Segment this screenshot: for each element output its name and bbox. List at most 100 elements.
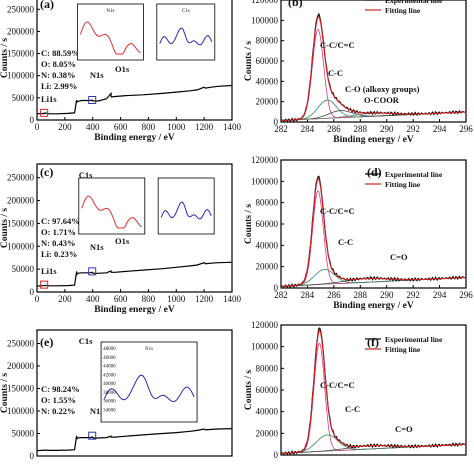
peak-label: Li1s	[41, 266, 57, 276]
x-tick-label: 800	[142, 294, 156, 304]
panel-letter: (b)	[288, 0, 303, 9]
inset-spectrum-line	[160, 201, 212, 220]
experimental-line	[280, 12, 467, 123]
inset-title: N1s	[145, 347, 153, 352]
inset-plot	[78, 177, 146, 235]
composition-text: Li: 2.99%	[41, 81, 77, 91]
x-tick-label: 200	[58, 122, 72, 132]
peak-annotation: C-C	[338, 237, 353, 247]
legend-entry: Experimental line	[385, 170, 443, 179]
y-tick-label: 0	[30, 115, 35, 125]
inset-frame	[78, 177, 146, 235]
y-tick-label: 150000	[7, 49, 35, 59]
n1s-marker	[88, 96, 97, 105]
x-tick-label: 400	[86, 294, 100, 304]
inset-plot: C1s	[156, 3, 216, 61]
fitting-line	[280, 16, 467, 122]
x-axis-label: Binding energy / eV	[333, 301, 414, 311]
x-tick-label: 288	[354, 290, 368, 300]
y-tick-label: 50000	[12, 429, 35, 439]
x-tick-label: 1400	[223, 294, 242, 304]
inset-spectrum-line	[79, 21, 141, 55]
y-tick-label: 250000	[7, 4, 35, 14]
y-tick-label: 100000	[251, 176, 279, 186]
y-tick-label: 0	[30, 451, 35, 461]
y-tick-label: 200000	[7, 196, 35, 206]
inset-y-tick-label: 44000	[103, 365, 116, 370]
experimental-line	[280, 175, 467, 289]
y-tick-label: 0	[274, 283, 279, 293]
survey-spectrum-line	[36, 84, 233, 115]
peak-label: O1s	[115, 236, 130, 246]
y-axis-label: Counts / s	[244, 370, 254, 410]
y-tick-label: 40000	[256, 240, 279, 250]
panel-letter: (f)	[367, 335, 379, 349]
y-tick-label: 120000	[251, 155, 279, 165]
inset-plot	[157, 177, 215, 235]
x-tick-label: 800	[142, 122, 156, 132]
plot-frame	[36, 329, 233, 457]
y-tick-label: 150000	[7, 384, 35, 394]
legend-entry: Experimental line	[385, 0, 443, 5]
x-tick-label: 290	[380, 290, 394, 300]
panel-e: 0 50000 100000 150000 200000 250000 Counts / s…	[0, 329, 233, 461]
fitting-line	[280, 329, 466, 454]
inset-title: C1s	[182, 9, 190, 14]
y-tick-label: 50000	[12, 264, 35, 274]
peak-annotation: C=O	[395, 424, 413, 434]
peak-annotation: C=O	[390, 252, 408, 262]
inset-plot: N1s	[76, 3, 144, 61]
x-tick-label: 600	[114, 122, 128, 132]
n1s-marker	[88, 431, 97, 440]
inset-spectrum-line	[103, 374, 195, 403]
composition-text: N: 0.38%	[41, 70, 75, 80]
y-tick-label: 100000	[7, 241, 35, 251]
y-tick-label: 150000	[7, 218, 35, 228]
y-axis-label: Counts / s	[0, 38, 10, 78]
composition-text: O: 8.05%	[41, 59, 76, 69]
y-tick-label: 250000	[7, 173, 35, 183]
y-tick-label: 250000	[7, 339, 35, 349]
inset-spectrum-line	[81, 195, 143, 229]
x-tick-label: 294	[433, 124, 447, 134]
x-tick-label: 288	[354, 124, 368, 134]
y-tick-label: 100000	[251, 342, 279, 352]
panel-a: 0 50000 100000 150000 200000 250000 0 200 400 600…	[0, 0, 242, 143]
panel-f: 0 20000 40000 60000 80000 100000 120000 Counts …	[244, 320, 467, 460]
inset-frame	[157, 177, 215, 235]
x-tick-label: 290	[380, 124, 394, 134]
panel-letter: (e)	[40, 335, 53, 349]
x-tick-label: 600	[114, 294, 128, 304]
inset-y-tick-label: 34000	[103, 408, 116, 413]
peak-label: O1s	[115, 64, 130, 74]
inset-y-tick-label: 48000	[103, 347, 116, 352]
n1s-marker	[88, 267, 97, 276]
y-tick-label: 40000	[256, 407, 279, 417]
x-tick-label: 282	[274, 290, 288, 300]
x-tick-label: 292	[406, 290, 420, 300]
x-tick-label: 284	[301, 290, 315, 300]
x-tick-label: 1200	[195, 294, 214, 304]
inset-spectrum-line	[159, 27, 213, 46]
y-tick-label: 0	[30, 287, 35, 297]
y-axis-label: Counts / s	[0, 208, 10, 248]
y-tick-label: 0	[274, 117, 279, 127]
y-tick-label: 200000	[7, 361, 35, 371]
y-axis-label: Counts / s	[244, 41, 254, 81]
legend-entry: Experimental line	[385, 335, 443, 344]
inset-y-tick-label: 38000	[103, 391, 116, 396]
y-tick-label: 200000	[7, 26, 35, 36]
inset-y-tick-label: 36000	[103, 400, 116, 405]
peak-label: C1s	[79, 336, 93, 346]
peak-annotation: C-C/C=C	[320, 40, 355, 50]
y-tick-label: 100000	[7, 71, 35, 81]
y-tick-label: 80000	[256, 198, 279, 208]
composition-text: Li: 0.23%	[41, 249, 77, 259]
x-tick-label: 0	[35, 294, 40, 304]
y-tick-label: 120000	[251, 320, 279, 330]
component-peak-line	[281, 189, 467, 287]
x-tick-label: 286	[327, 124, 341, 134]
peak-label: C1s	[79, 170, 93, 180]
x-tick-label: 296	[459, 290, 473, 300]
